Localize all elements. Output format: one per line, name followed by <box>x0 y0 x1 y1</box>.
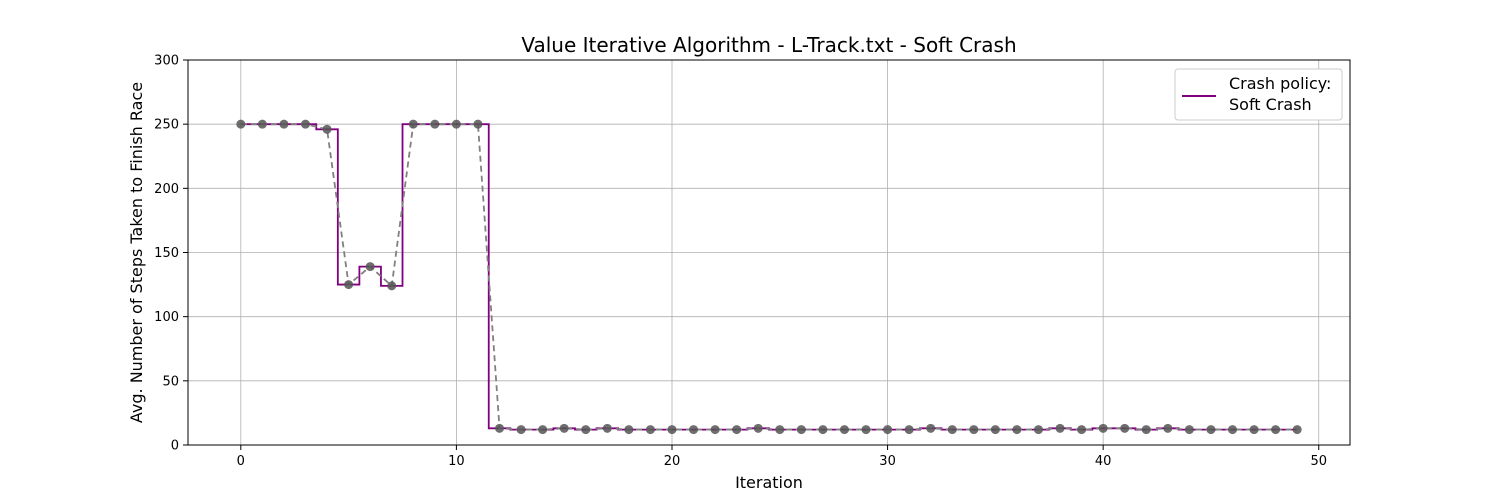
chart-title: Value Iterative Algorithm - L-Track.txt … <box>521 33 1016 57</box>
y-tick-label: 300 <box>154 54 179 69</box>
y-tick-label: 150 <box>154 246 179 261</box>
x-tick-label: 10 <box>448 454 465 469</box>
legend-title: Crash policy: <box>1229 74 1331 93</box>
data-point <box>257 119 267 129</box>
data-point <box>408 119 418 129</box>
data-point <box>1033 425 1043 435</box>
data-point <box>236 119 246 129</box>
data-point <box>796 425 806 435</box>
data-point <box>538 425 548 435</box>
data-point <box>947 425 957 435</box>
y-tick-label: 0 <box>171 439 179 454</box>
data-point <box>1206 425 1216 435</box>
data-point <box>344 280 354 290</box>
data-point <box>495 423 505 433</box>
data-point <box>753 423 763 433</box>
data-point <box>581 425 591 435</box>
data-point <box>1098 423 1108 433</box>
y-tick-label: 200 <box>154 182 179 197</box>
data-point <box>689 425 699 435</box>
data-point <box>775 425 785 435</box>
data-point <box>990 425 1000 435</box>
data-point <box>473 119 483 129</box>
y-tick-label: 50 <box>162 374 179 389</box>
data-point <box>279 119 289 129</box>
y-axis: 0 50 100 150 200 250 300 <box>154 54 188 454</box>
data-point <box>602 423 612 433</box>
data-point <box>926 423 936 433</box>
data-point <box>1228 425 1238 435</box>
x-tick-label: 50 <box>1310 454 1327 469</box>
data-point <box>645 425 655 435</box>
data-point <box>387 281 397 291</box>
legend: Crash policy: Soft Crash <box>1174 68 1343 121</box>
data-point <box>430 119 440 129</box>
data-point <box>1292 425 1302 435</box>
y-tick-label: 250 <box>154 118 179 133</box>
data-point <box>1120 423 1130 433</box>
x-tick-label: 30 <box>879 454 896 469</box>
data-point <box>1141 425 1151 435</box>
data-point <box>818 425 828 435</box>
legend-entry: Soft Crash <box>1229 95 1312 114</box>
x-tick-label: 0 <box>237 454 245 469</box>
y-tick-label: 100 <box>154 310 179 325</box>
data-point <box>322 124 332 134</box>
x-axis-label: Iteration <box>735 473 803 492</box>
data-point <box>1249 425 1259 435</box>
plot-area <box>236 119 1302 435</box>
x-tick-label: 40 <box>1095 454 1112 469</box>
x-tick-label: 20 <box>664 454 681 469</box>
data-point <box>516 425 526 435</box>
data-point <box>861 425 871 435</box>
data-point <box>1077 425 1087 435</box>
data-point <box>365 262 375 272</box>
y-axis-label: Avg. Number of Steps Taken to Finish Rac… <box>127 82 146 423</box>
data-point <box>969 425 979 435</box>
data-point <box>904 425 914 435</box>
x-axis: 0 10 20 30 40 50 <box>237 445 1327 469</box>
data-point <box>559 423 569 433</box>
data-point <box>451 119 461 129</box>
data-point <box>667 425 677 435</box>
data-point <box>1163 423 1173 433</box>
data-point <box>732 425 742 435</box>
data-point <box>839 425 849 435</box>
data-point <box>883 425 893 435</box>
data-point <box>1271 425 1281 435</box>
data-point <box>1055 423 1065 433</box>
data-point <box>710 425 720 435</box>
data-point <box>300 119 310 129</box>
legend-box <box>1174 68 1343 121</box>
data-point <box>1012 425 1022 435</box>
data-point <box>1184 425 1194 435</box>
data-point <box>624 425 634 435</box>
